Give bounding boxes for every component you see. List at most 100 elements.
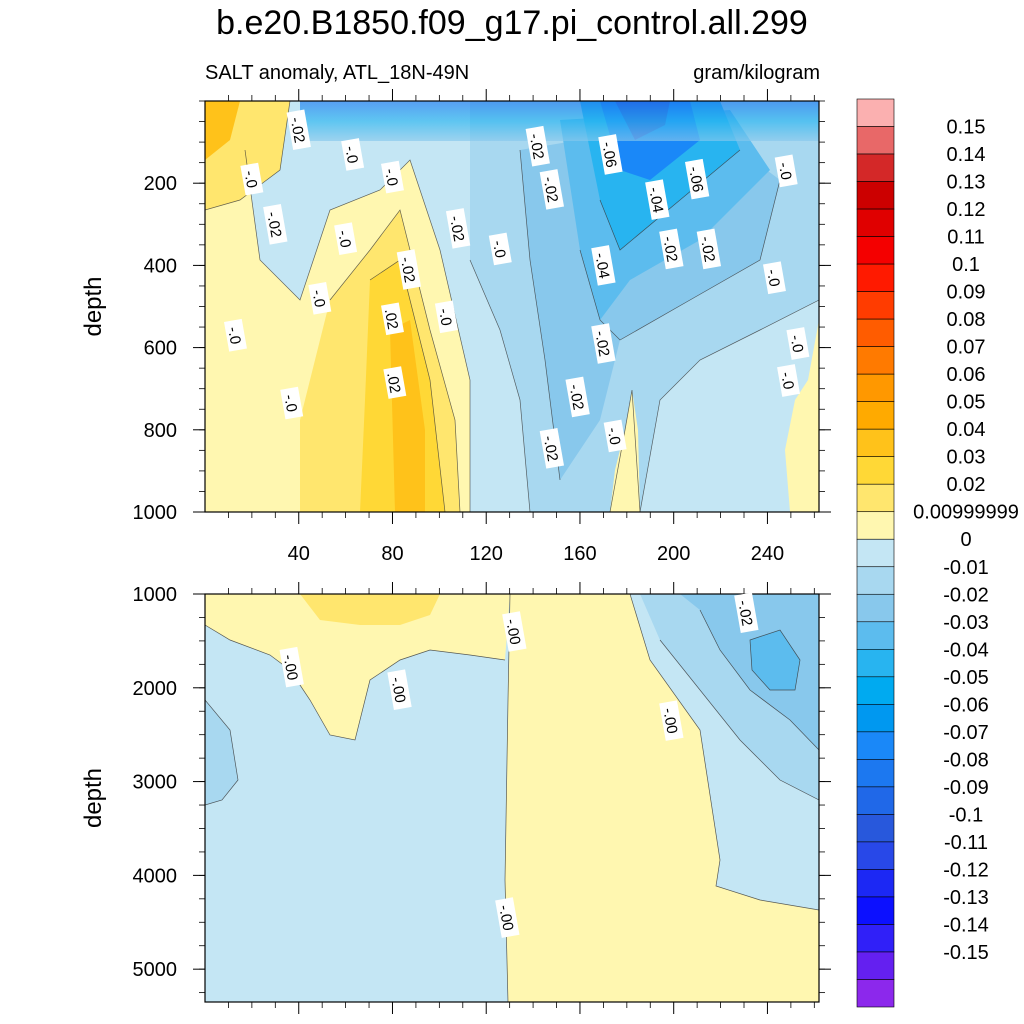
contour-label-text: -.02	[659, 235, 680, 263]
contour-label-bg	[279, 646, 304, 688]
contour-label-text: -.02	[697, 235, 718, 263]
contour-label: -.0	[777, 364, 801, 397]
contour-label-text: -.02	[263, 210, 284, 238]
x-tick-label: 200	[657, 543, 690, 565]
contour-label-text: -.0	[787, 334, 807, 354]
colorbar-label: 0.09	[947, 282, 986, 304]
contour-label-text: -.0	[334, 229, 354, 249]
contour-label-bg	[381, 302, 404, 336]
contour-label-text: -.0	[763, 268, 783, 288]
contour-label-bg	[387, 669, 412, 710]
colorbar-swatch	[856, 538, 895, 568]
colorbar-swatch	[856, 126, 895, 155]
colorbar-swatch	[856, 428, 895, 457]
contour-label: -.02	[696, 228, 722, 270]
contour-label-text: -.02	[397, 256, 418, 284]
colorbar-label: -0.07	[943, 722, 989, 744]
contour-label: -.0	[786, 327, 810, 360]
contour-label-text: -.02	[566, 383, 587, 411]
y-axis-label: depth	[80, 768, 107, 828]
contour-label-bg	[591, 323, 616, 364]
colorbar-swatch	[856, 924, 895, 953]
contour-label-bg	[488, 232, 512, 266]
contour-label-text: -.06	[685, 165, 706, 193]
contour-label: -.02	[734, 592, 759, 634]
contour-label: -.00	[502, 611, 527, 652]
colorbar-swatch	[856, 676, 895, 705]
y-tick-label: 200	[144, 173, 177, 195]
contour-label-bg	[565, 376, 590, 418]
contour-label: -.0	[240, 162, 264, 196]
contour-label-text: -.06	[598, 140, 619, 168]
contour-label-bg	[263, 204, 288, 245]
contour-label: -.0	[280, 386, 304, 420]
contour-label-text: -.00	[659, 707, 680, 735]
colorbar-swatch	[856, 318, 895, 347]
contour-label-bg	[598, 134, 623, 175]
x-tick-label: 40	[288, 543, 310, 565]
contour-label: -.02	[591, 323, 616, 364]
contour-label-text: -.0	[308, 288, 328, 308]
colorbar-label: -0.15	[943, 942, 989, 964]
colorbar-swatch	[856, 98, 895, 127]
contour-label-text: -.02	[591, 330, 612, 358]
contour-label: -.0	[341, 138, 365, 171]
contour-label-bg	[774, 154, 798, 188]
y-tick-label: 1000	[133, 502, 178, 524]
colorbar-swatch	[856, 456, 895, 485]
colorbar-label: 0.06	[947, 364, 986, 386]
colorbar-swatch	[856, 511, 895, 540]
colorbar-swatch	[856, 401, 895, 430]
colorbar-swatch	[856, 786, 895, 815]
contour-label: -.00	[279, 646, 304, 688]
contour-label: -.02	[565, 376, 590, 418]
contour-label-bg	[341, 138, 365, 171]
contour-label-bg	[434, 300, 458, 334]
contour-label-bg	[734, 592, 759, 634]
colorbar-label: 0.1	[952, 254, 980, 276]
colorbar-label: 0	[960, 529, 971, 551]
y-tick-label: 1000	[133, 584, 178, 606]
contour-label-bg	[525, 125, 550, 167]
contour-label: -.02	[286, 109, 311, 151]
colorbar-label: 0.07	[947, 337, 986, 359]
contour-label-text: -.02	[287, 116, 308, 144]
colorbar-swatch	[856, 649, 895, 678]
contour-label-bg	[603, 419, 627, 453]
colorbar-swatch	[856, 869, 895, 898]
contour-label: -.0	[488, 232, 512, 266]
colorbar-label: 0.13	[947, 172, 986, 194]
colorbar-label: -0.11	[944, 832, 988, 854]
colorbar-label: -0.04	[943, 639, 989, 661]
colorbar-swatch	[856, 236, 895, 265]
contour-label-text: -.0	[241, 169, 261, 189]
variable-subtitle: SALT anomaly, ATL_18N-49N	[205, 62, 470, 84]
colorbar-label: 0.00999999	[913, 502, 1019, 524]
colorbar-swatch	[856, 208, 895, 237]
colorbar-label: -0.1	[949, 804, 983, 826]
contour-label-text: .02	[381, 307, 401, 330]
colorbar-label: -0.06	[943, 694, 989, 716]
contour-label-text: -.02	[540, 434, 561, 462]
colorbar-swatch	[856, 593, 895, 623]
contour-label: -.0	[434, 300, 458, 334]
contour-label-bg	[696, 228, 722, 270]
y-tick-label: 3000	[133, 772, 178, 794]
colorbar-swatch	[856, 263, 895, 292]
colorbar-swatch	[856, 483, 895, 513]
colorbar-label: 0.11	[947, 227, 984, 249]
contour-label-text: -.0	[435, 307, 455, 327]
contour-label: -.02	[525, 125, 550, 167]
contour-label: -.0	[308, 281, 332, 315]
x-tick-label: 240	[751, 543, 784, 565]
contour-label: -.00	[495, 897, 520, 938]
colorbar-label: -0.08	[943, 749, 989, 771]
colorbar-swatch	[856, 346, 895, 375]
colorbar-swatch	[856, 373, 895, 402]
contour-label-bg	[308, 281, 332, 315]
contour-label-text: -.02	[734, 599, 755, 627]
colorbar-swatch	[856, 704, 895, 733]
contour-label-text: -.04	[591, 251, 612, 279]
contour-label-bg	[334, 222, 358, 256]
contour-label-bg	[445, 208, 471, 249]
